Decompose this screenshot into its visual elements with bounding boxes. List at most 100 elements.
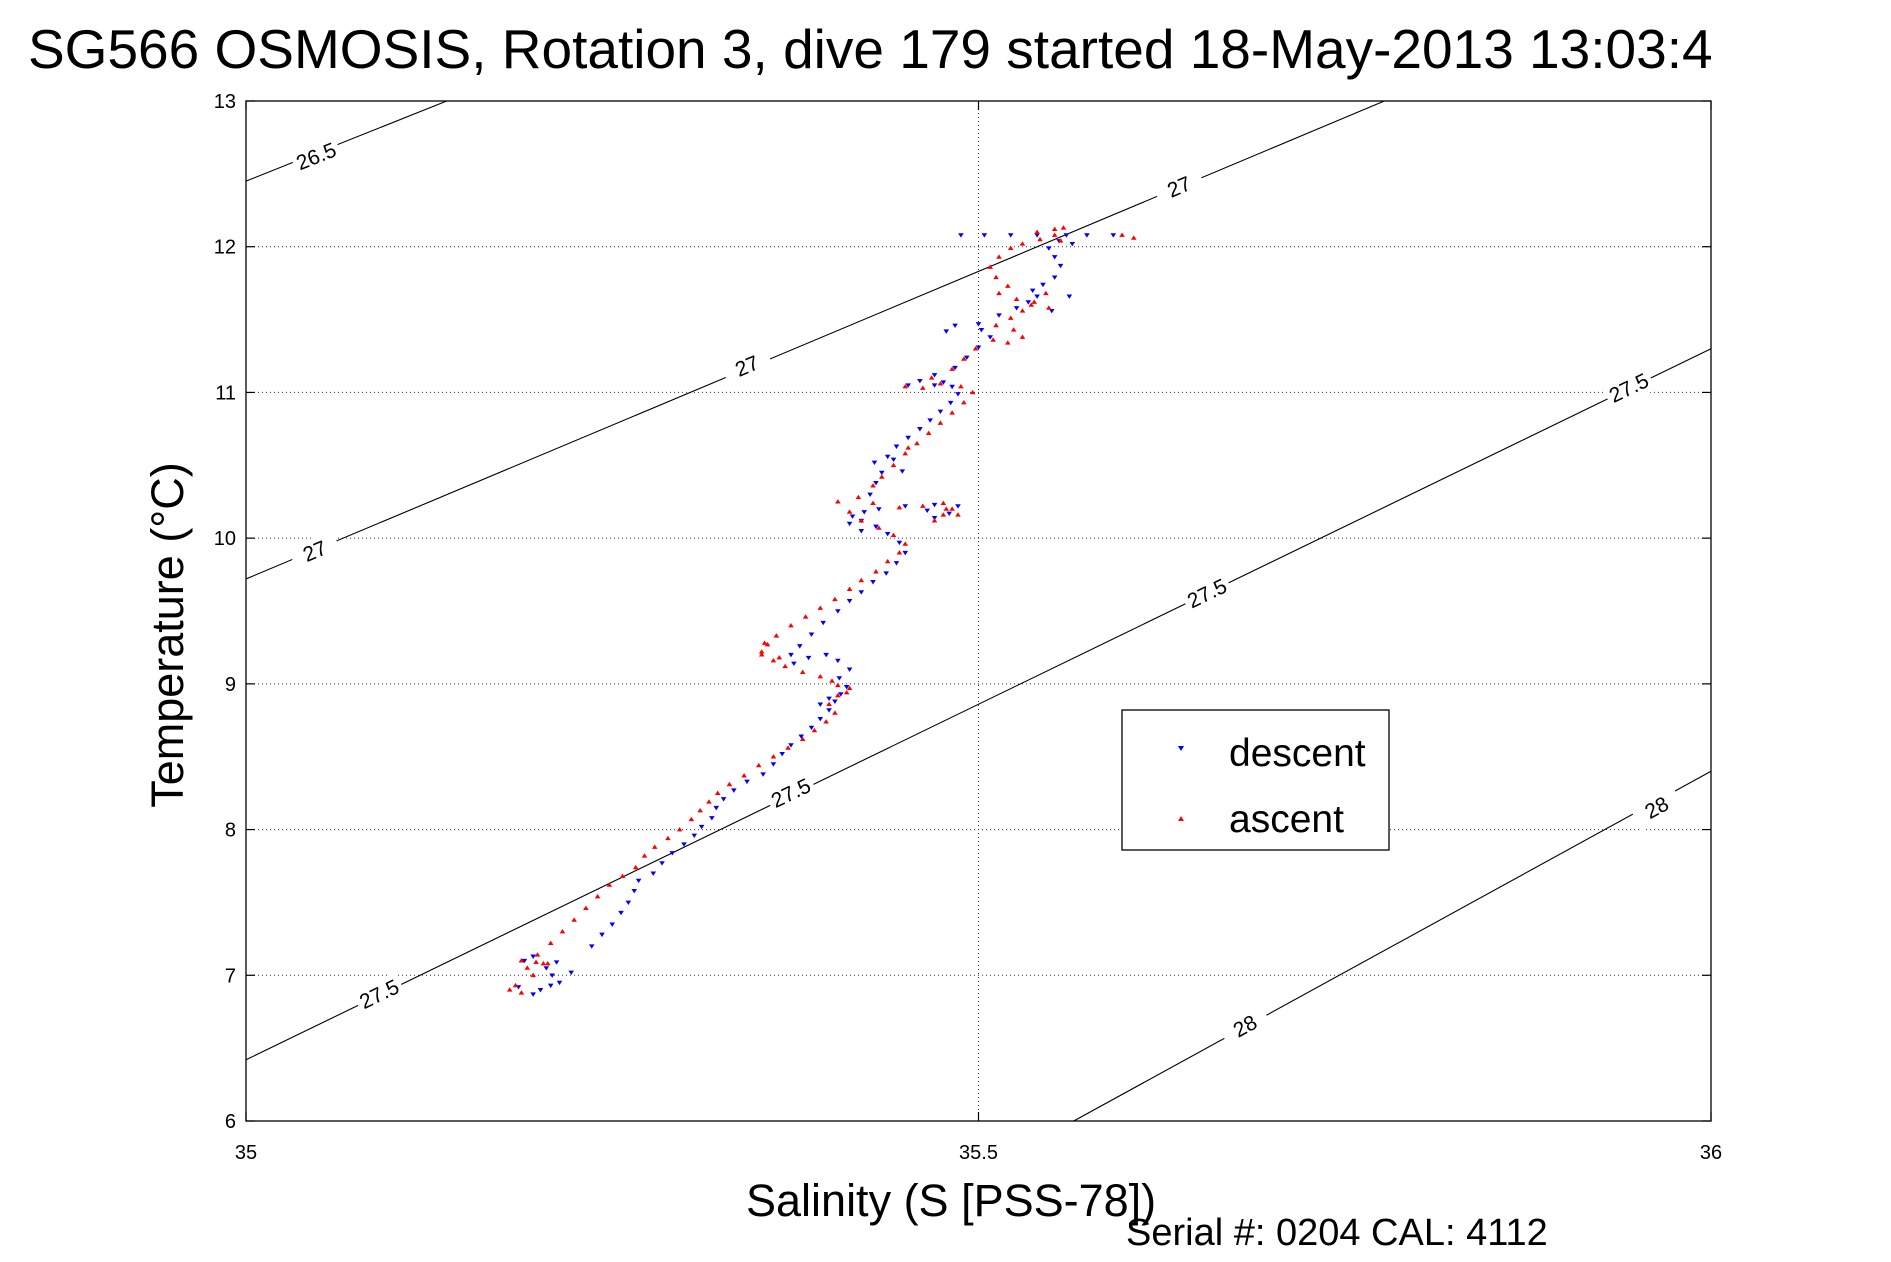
ascent-point-56 [858, 518, 865, 523]
descent-point-88 [987, 335, 994, 340]
ascent-point-79 [920, 385, 926, 390]
descent-point-20 [698, 824, 705, 830]
descent-point-94 [1013, 306, 1020, 311]
descent-point-29 [788, 743, 794, 748]
ascent-point-5 [518, 958, 525, 963]
descent-point-8 [588, 944, 595, 949]
ascent-point-45 [802, 614, 809, 619]
descent-point-17 [669, 851, 676, 856]
descent-point-31 [808, 725, 815, 731]
contour-line-27-1 [245, 100, 1385, 580]
ascent-point-110 [1119, 232, 1125, 237]
descent-point-39 [835, 658, 841, 664]
ascent-point-112 [761, 640, 768, 645]
descent-point-84 [931, 373, 938, 378]
descent-point-72 [893, 444, 900, 449]
ascent-point-85 [990, 337, 996, 342]
ascent-point-40 [770, 657, 777, 663]
descent-point-55 [884, 531, 891, 537]
ascent-point-65 [940, 512, 947, 517]
descent-point-61 [902, 504, 909, 509]
descent-point-114 [899, 469, 906, 474]
contour-label-bg-27-5-2 [1179, 571, 1235, 616]
ascent-point-95 [1005, 283, 1011, 288]
ascent-point-3 [530, 972, 536, 978]
contour-label-bg-27-5-1 [763, 770, 819, 816]
ascent-point-41 [758, 652, 765, 657]
ascent-point-106 [1057, 238, 1064, 243]
descent-point-76 [937, 409, 944, 414]
ascent-point-96 [993, 274, 999, 280]
ascent-point-34 [835, 692, 841, 698]
descent-point-2 [556, 980, 563, 986]
ascent-point-76 [969, 389, 976, 395]
descent-point-7 [530, 954, 536, 959]
descent-point-60 [876, 507, 882, 512]
descent-point-26 [760, 772, 766, 777]
ascent-point-100 [1019, 241, 1026, 246]
ascent-point-13 [606, 882, 613, 887]
descent-point-105 [1034, 233, 1040, 238]
descent-point-112 [1048, 309, 1055, 314]
descent-point-69 [879, 470, 885, 476]
descent-point-38 [846, 667, 853, 672]
ascent-point-113 [758, 649, 765, 654]
ascent-point-68 [879, 474, 885, 479]
descent-point-91 [943, 329, 950, 334]
descent-point-93 [996, 313, 1002, 318]
descent-point-35 [837, 692, 844, 697]
ascent-point-8 [547, 940, 554, 946]
ascent-point-86 [1005, 340, 1011, 345]
y-tick-label-11: 11 [215, 382, 236, 404]
serial-cal-footer: Serial #: 0204 CAL: 4112 [1126, 1212, 1548, 1254]
descent-point-40 [823, 652, 829, 658]
descent-point-73 [905, 435, 911, 441]
descent-point-33 [826, 708, 832, 713]
ascent-point-105 [1034, 229, 1040, 234]
ascent-point-36 [829, 678, 835, 683]
ascent-point-48 [846, 586, 853, 591]
ascent-point-73 [937, 420, 944, 425]
contour-label-bg-27-2 [1152, 165, 1207, 209]
descent-point-117 [858, 529, 865, 534]
ascent-point-78 [937, 381, 944, 386]
descent-point-44 [796, 644, 803, 649]
descent-point-41 [805, 655, 812, 661]
descent-point-58 [849, 514, 856, 519]
descent-point-53 [902, 550, 909, 556]
descent-point-18 [681, 842, 687, 847]
descent-point-49 [858, 590, 865, 595]
ascent-point-120 [533, 959, 539, 964]
descent-point-98 [1040, 282, 1046, 288]
ascent-point-83 [961, 356, 967, 361]
descent-point-5 [553, 960, 560, 965]
ascent-point-121 [544, 961, 551, 966]
ascent-point-81 [928, 375, 935, 380]
legend-marker-ascent [1178, 816, 1184, 821]
ascent-point-104 [1051, 226, 1058, 232]
ascent-point-90 [1007, 315, 1014, 320]
ascent-point-77 [958, 384, 964, 389]
ascent-point-11 [583, 905, 589, 911]
y-tick-label-10: 10 [214, 528, 236, 550]
ascent-point-60 [870, 500, 876, 505]
ascent-point-66 [931, 518, 938, 523]
descent-point-99 [1051, 275, 1058, 280]
descent-point-90 [952, 323, 958, 328]
ascent-point-99 [1007, 245, 1014, 250]
series-ascent [506, 225, 1137, 995]
ascent-point-49 [858, 577, 865, 583]
ascent-point-54 [890, 532, 897, 538]
descent-point-78 [955, 392, 961, 397]
descent-point-107 [981, 233, 988, 238]
ascent-point-15 [632, 864, 639, 870]
ascent-point-114 [776, 655, 783, 660]
descent-point-80 [940, 380, 947, 385]
descent-point-13 [631, 888, 638, 894]
legend-box [1121, 709, 1390, 851]
descent-point-92 [975, 322, 982, 327]
ascent-point-98 [996, 254, 1002, 259]
y-tick-label-7: 7 [225, 965, 236, 987]
ascent-point-93 [1013, 296, 1020, 301]
